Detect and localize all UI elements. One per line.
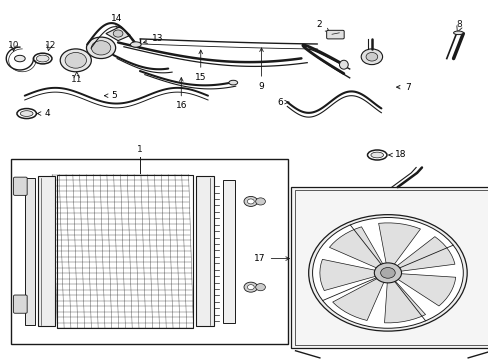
Ellipse shape	[15, 55, 25, 62]
Text: 1: 1	[137, 145, 142, 154]
Polygon shape	[384, 280, 425, 323]
Text: 10: 10	[8, 41, 19, 50]
Bar	[196, 176, 214, 327]
Text: 2: 2	[316, 19, 328, 32]
Ellipse shape	[339, 60, 347, 69]
Bar	[11, 158, 287, 344]
Text: 11: 11	[71, 75, 82, 84]
Text: 3: 3	[375, 52, 381, 61]
Text: 14: 14	[111, 14, 122, 29]
Circle shape	[373, 263, 401, 283]
FancyBboxPatch shape	[14, 177, 27, 195]
Text: 9: 9	[258, 48, 264, 91]
Polygon shape	[396, 274, 455, 306]
Polygon shape	[106, 26, 130, 41]
Circle shape	[91, 41, 111, 55]
Text: 13: 13	[143, 35, 163, 44]
Ellipse shape	[36, 55, 49, 62]
Text: 17: 17	[254, 254, 289, 263]
Text: 8: 8	[456, 19, 461, 28]
Circle shape	[86, 37, 116, 59]
Polygon shape	[332, 278, 384, 320]
FancyBboxPatch shape	[326, 30, 344, 39]
Bar	[294, 190, 488, 345]
Circle shape	[255, 198, 265, 205]
Bar	[38, 176, 55, 327]
Bar	[57, 175, 193, 328]
Polygon shape	[395, 237, 454, 271]
Bar	[222, 180, 234, 323]
Text: 7: 7	[396, 83, 410, 92]
Text: 16: 16	[175, 78, 186, 111]
Circle shape	[65, 53, 86, 68]
Circle shape	[361, 49, 382, 64]
Circle shape	[380, 267, 394, 278]
Circle shape	[247, 285, 254, 290]
Circle shape	[60, 49, 91, 72]
Ellipse shape	[367, 150, 386, 160]
Ellipse shape	[453, 31, 462, 35]
Circle shape	[244, 282, 257, 292]
Ellipse shape	[228, 80, 237, 85]
Bar	[290, 187, 488, 348]
Bar	[25, 178, 35, 325]
Text: 18: 18	[388, 150, 406, 159]
Ellipse shape	[17, 109, 36, 118]
Circle shape	[366, 53, 377, 61]
Circle shape	[113, 30, 122, 37]
Ellipse shape	[20, 111, 33, 116]
Circle shape	[244, 197, 257, 206]
Circle shape	[308, 215, 466, 331]
Text: 15: 15	[195, 50, 206, 82]
Ellipse shape	[130, 42, 141, 47]
Polygon shape	[319, 259, 376, 291]
FancyBboxPatch shape	[14, 295, 27, 313]
Text: 12: 12	[45, 41, 57, 50]
Text: 4: 4	[37, 109, 50, 118]
Polygon shape	[378, 223, 420, 265]
Ellipse shape	[33, 53, 52, 64]
Circle shape	[312, 217, 462, 328]
Text: 6: 6	[277, 98, 288, 107]
Circle shape	[247, 199, 254, 204]
Ellipse shape	[370, 152, 383, 158]
Text: 5: 5	[104, 91, 116, 100]
Circle shape	[255, 284, 265, 291]
Polygon shape	[329, 227, 383, 268]
